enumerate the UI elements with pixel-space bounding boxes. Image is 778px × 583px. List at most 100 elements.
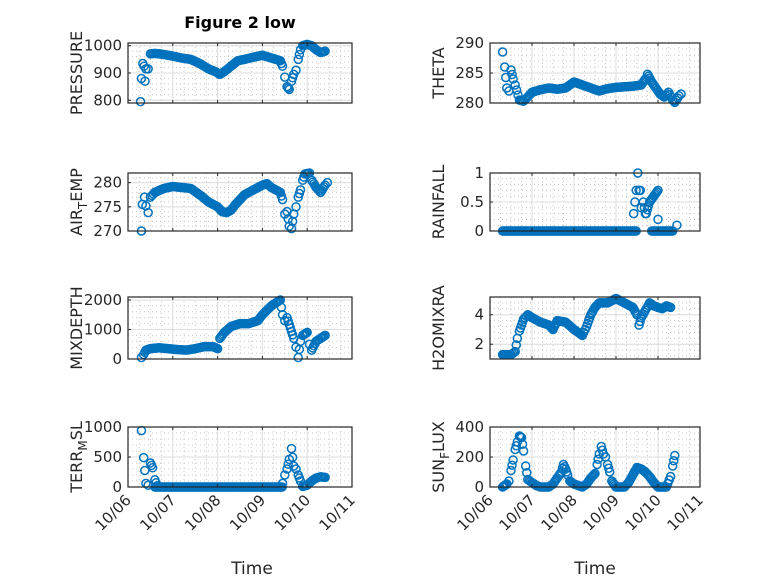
series-theta — [497, 47, 686, 108]
data-point — [511, 340, 521, 350]
data-point — [504, 476, 514, 486]
data-point — [653, 214, 663, 225]
y-tick-label: 900 — [93, 64, 122, 82]
data-point — [653, 185, 663, 196]
y-axis-label: SUNFLUX — [429, 421, 452, 493]
axes-box — [127, 296, 353, 360]
data-point — [294, 49, 305, 60]
x-tick-label: 10/06 — [92, 491, 135, 534]
data-point — [672, 220, 682, 230]
data-point — [588, 471, 598, 481]
y-tick-label: 1000 — [84, 37, 122, 55]
data-point — [520, 461, 531, 471]
data-point — [507, 460, 517, 470]
data-point — [283, 459, 293, 469]
data-point — [277, 61, 288, 71]
y-tick-label: 2000 — [84, 291, 122, 309]
x-tick-label: 10/06 — [454, 491, 497, 534]
data-point — [302, 327, 312, 338]
data-point — [511, 85, 522, 95]
y-tick-label: 1000 — [84, 418, 122, 436]
series-air_temp — [136, 168, 333, 236]
y-tick-label: 0 — [112, 478, 122, 496]
y-tick-label: 285 — [455, 64, 484, 82]
x-tick-label: 10/07 — [496, 491, 539, 534]
data-point — [676, 89, 686, 99]
data-point — [510, 80, 520, 90]
data-point — [293, 54, 303, 65]
y-tick-label: 1 — [474, 164, 484, 182]
axes-box — [127, 172, 353, 232]
y-tick-label: 2 — [474, 335, 484, 353]
data-point — [143, 207, 153, 218]
data-point — [631, 185, 641, 196]
subplot-rainfall: 0 0.5 1 RAINFALL — [429, 164, 701, 240]
data-point — [589, 469, 599, 480]
data-point — [508, 74, 518, 84]
x-tick-label: 10/09 — [226, 491, 269, 534]
y-tick-label: 800 — [93, 91, 122, 109]
data-point — [295, 185, 306, 195]
data-point — [135, 96, 146, 107]
y-tick-label: 0 — [112, 350, 122, 368]
y-tick-label: 500 — [93, 448, 122, 466]
series-mixdepth — [136, 295, 330, 363]
data-point — [603, 463, 614, 473]
data-point — [280, 470, 290, 480]
data-point — [291, 464, 301, 474]
data-point — [506, 465, 516, 476]
y-tick-label: 290 — [455, 34, 484, 52]
figure-title: Figure 2 low — [184, 13, 296, 32]
x-tick-label: 10/10 — [622, 491, 665, 534]
data-point — [670, 450, 680, 461]
subplot-theta: 280 285 290 THETA — [429, 34, 701, 112]
data-point — [669, 456, 679, 466]
y-tick-label: 400 — [455, 418, 484, 436]
data-point — [511, 441, 521, 451]
y-axis-label: AIRTEMP — [67, 168, 90, 236]
data-point — [518, 446, 529, 456]
x-tick-label: 10/07 — [136, 491, 179, 534]
x-tick-label: 10/11 — [664, 491, 707, 534]
data-point — [507, 69, 517, 80]
data-point — [286, 443, 297, 454]
x-tick-label: 10/08 — [538, 491, 581, 534]
y-axis-label: TERRMSL — [67, 421, 90, 494]
series-pressure — [135, 39, 330, 107]
data-point — [628, 208, 639, 219]
y-tick-label: 200 — [455, 448, 484, 466]
data-point — [667, 461, 678, 471]
data-point — [516, 432, 527, 443]
y-tick-label: 0.5 — [460, 193, 484, 211]
data-point — [667, 95, 678, 105]
data-point — [510, 346, 520, 357]
x-tick-label: 10/09 — [580, 491, 623, 534]
data-point — [291, 202, 301, 212]
data-point — [320, 180, 330, 190]
y-tick-label: 280 — [455, 94, 484, 112]
x-tick-label: 10/10 — [271, 491, 314, 534]
x-axis-label-right: Time — [573, 559, 616, 579]
y-axis-label: PRESSURE — [67, 31, 86, 115]
data-point — [152, 481, 162, 491]
y-axis-label: MIXDEPTH — [67, 286, 86, 369]
x-tick-label: 10/11 — [316, 491, 359, 534]
series-h2omixra — [497, 293, 676, 360]
data-point — [508, 455, 518, 465]
data-point — [322, 177, 333, 188]
subplot-h2omixra: 2 4 H2OMIXRA — [429, 285, 701, 371]
data-point — [590, 468, 600, 479]
y-axis-label: RAINFALL — [429, 165, 448, 240]
data-point — [604, 467, 615, 477]
y-tick-label: 1000 — [84, 320, 122, 338]
x-axis-label-left: Time — [230, 559, 273, 579]
y-tick-label: 0 — [474, 222, 484, 240]
data-point — [277, 194, 288, 205]
data-point — [320, 472, 330, 483]
data-point — [652, 187, 662, 197]
axes-box — [489, 296, 701, 360]
